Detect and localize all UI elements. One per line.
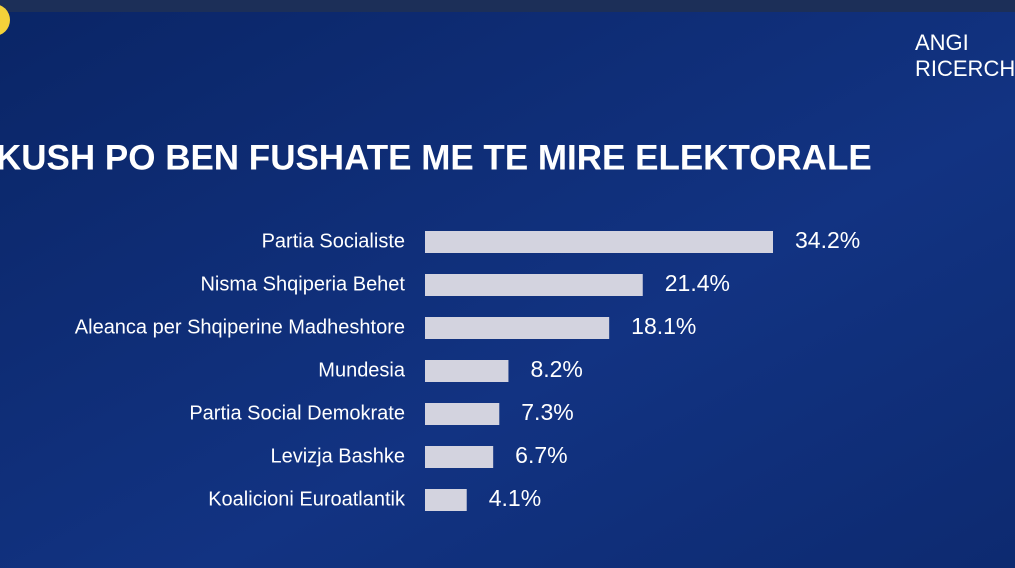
bar — [425, 446, 494, 468]
value-label: 18.1% — [631, 313, 696, 339]
value-label: 6.7% — [515, 442, 567, 468]
value-label: 7.3% — [521, 399, 573, 425]
bar — [425, 489, 467, 511]
category-label: Partia Social Demokrate — [189, 402, 405, 424]
value-label: 8.2% — [530, 356, 582, 382]
category-label: Mundesia — [318, 359, 406, 381]
logo-line: ANGI — [915, 30, 969, 55]
bar — [425, 231, 773, 253]
value-label: 4.1% — [489, 485, 541, 511]
top-strip — [0, 0, 1015, 12]
category-label: Partia Socialiste — [262, 230, 405, 252]
bar — [425, 360, 509, 382]
category-label: Aleanca per Shqiperine Madheshtore — [75, 316, 405, 338]
category-label: Koalicioni Euroatlantik — [208, 488, 406, 510]
category-label: Levizja Bashke — [270, 445, 405, 467]
bar — [425, 274, 643, 296]
value-label: 34.2% — [795, 227, 860, 253]
bar — [425, 317, 610, 339]
chart-title: KUSH PO BEN FUSHATE ME TE MIRE ELEKTORAL… — [0, 138, 872, 177]
category-label: Nisma Shqiperia Behet — [200, 273, 405, 295]
value-label: 21.4% — [665, 270, 730, 296]
bar — [425, 403, 500, 425]
corner-badge — [0, 5, 10, 35]
logo-line: RICERCHE — [915, 56, 1015, 81]
